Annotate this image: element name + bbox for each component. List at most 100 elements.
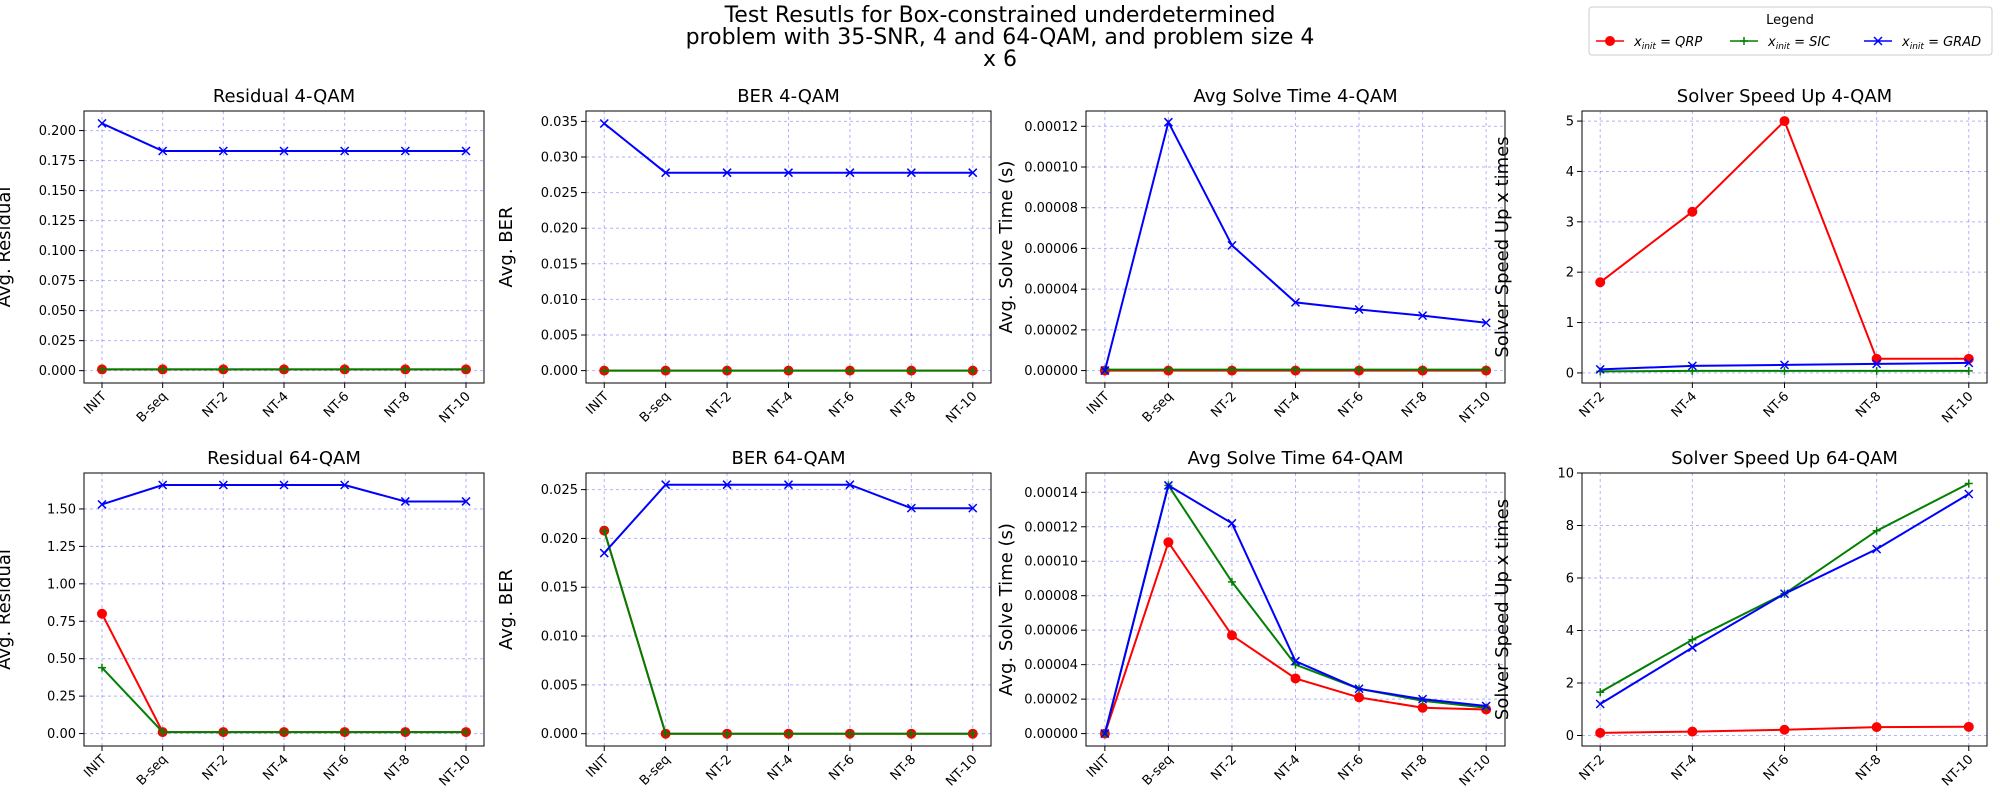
y-tick-label: 0.000 bbox=[541, 364, 578, 379]
data-point bbox=[1964, 366, 1973, 375]
y-tick-label: 10 bbox=[1557, 467, 1574, 482]
data-point bbox=[1354, 304, 1364, 315]
data-point bbox=[722, 480, 732, 490]
y-tick-label: 0.50 bbox=[47, 652, 76, 667]
data-point bbox=[158, 365, 167, 374]
series-grad bbox=[97, 118, 471, 156]
series-grad bbox=[599, 480, 978, 558]
data-point bbox=[98, 663, 106, 672]
data-point bbox=[968, 503, 978, 513]
y-tick-label: 2 bbox=[1566, 677, 1574, 692]
data-point bbox=[661, 366, 670, 375]
series-grad bbox=[1595, 489, 1974, 709]
data-point bbox=[98, 365, 106, 374]
y-tick-label: 0.75 bbox=[47, 615, 76, 630]
x-tick-label: NT-2 bbox=[703, 389, 734, 420]
y-tick-label: 6 bbox=[1566, 572, 1574, 587]
data-point bbox=[1872, 366, 1881, 375]
figure-title-line-2: problem with 35-SNR, 4 and 64-QAM, and p… bbox=[686, 25, 1315, 50]
data-point bbox=[1779, 116, 1790, 127]
data-point bbox=[340, 146, 350, 156]
y-tick-label: 0.25 bbox=[47, 690, 76, 705]
data-point bbox=[1780, 366, 1789, 375]
data-point bbox=[461, 146, 471, 156]
x-tick-label: INIT bbox=[81, 389, 110, 418]
series-sic bbox=[1596, 366, 1973, 376]
y-tick-label: 0.035 bbox=[541, 115, 578, 130]
x-tick-label: NT-2 bbox=[200, 752, 231, 783]
data-point bbox=[1481, 318, 1491, 328]
data-point bbox=[158, 146, 168, 156]
data-point bbox=[1688, 635, 1697, 644]
y-axis-label: Avg. Residual bbox=[0, 187, 15, 308]
x-tick-label: NT-6 bbox=[1335, 389, 1366, 420]
series-sic bbox=[1100, 365, 1491, 374]
data-point bbox=[1418, 694, 1428, 704]
data-point bbox=[219, 365, 228, 374]
data-point bbox=[600, 366, 609, 375]
series-grad bbox=[1100, 117, 1491, 376]
data-point bbox=[280, 728, 288, 737]
data-point bbox=[1871, 722, 1882, 733]
legend: Legend xinit = QRP xinit = SIC xinit = GRA… bbox=[1588, 6, 1993, 56]
data-point bbox=[1227, 577, 1236, 586]
y-tick-label: 0.050 bbox=[39, 304, 76, 319]
x-tick-label: NT-10 bbox=[1939, 389, 1976, 426]
panel-residual-4qam: 0.000 0.025 0.050 0.075 0.100 0.125 0.150 0.175… bbox=[0, 86, 485, 426]
panel-title: Solver Speed Up 4-QAM bbox=[1677, 86, 1892, 107]
x-tick-label: INIT bbox=[584, 752, 613, 781]
plot-frame bbox=[585, 472, 992, 747]
x-tick-label: NT-4 bbox=[765, 752, 796, 783]
data-point bbox=[1481, 701, 1491, 711]
y-axis-label: Avg. BER bbox=[496, 206, 517, 287]
y-tick-label: 4 bbox=[1566, 624, 1574, 639]
data-point bbox=[1418, 311, 1428, 321]
data-point bbox=[461, 496, 471, 506]
y-tick-label: 0.00006 bbox=[1024, 624, 1078, 639]
x-tick-label: NT-4 bbox=[1272, 389, 1303, 420]
y-tick-label: 0.00 bbox=[47, 727, 76, 742]
data-point bbox=[1290, 656, 1301, 666]
data-point bbox=[661, 168, 671, 178]
legend-label: xinit = QRP bbox=[1633, 35, 1702, 52]
data-point bbox=[1163, 480, 1173, 490]
plot-frame bbox=[83, 472, 485, 747]
x-tick-label: NT-4 bbox=[1669, 389, 1700, 420]
data-point bbox=[907, 366, 916, 375]
x-tick-label: B-seq bbox=[1140, 389, 1177, 426]
x-tick-label: NT-8 bbox=[1399, 389, 1430, 420]
y-tick-label: 0.025 bbox=[39, 334, 76, 349]
series-sic bbox=[98, 365, 470, 374]
data-point bbox=[1354, 684, 1364, 694]
y-tick-label: 0.125 bbox=[39, 214, 76, 229]
y-tick-label: 0.00006 bbox=[1024, 242, 1078, 257]
y-axis-label: Avg. Solve Time (s) bbox=[996, 161, 1017, 334]
data-point bbox=[97, 608, 107, 619]
x-tick-label: INIT bbox=[1084, 389, 1113, 418]
figure-title-line-1: Test Resutls for Box-constrained underde… bbox=[724, 3, 1276, 28]
x-tick-label: NT-6 bbox=[1761, 752, 1792, 783]
data-point bbox=[340, 480, 350, 490]
panel-title: Avg Solve Time 4-QAM bbox=[1193, 86, 1397, 107]
y-tick-label: 0.00010 bbox=[1024, 555, 1078, 570]
x-tick-label: B-seq bbox=[134, 389, 171, 426]
x-tick-label: NT-2 bbox=[200, 389, 231, 420]
data-point bbox=[1688, 366, 1697, 375]
data-point bbox=[340, 728, 349, 737]
panel-residual-64qam: 0.00 0.25 0.50 0.75 1.00 1.25 1.50 INIT B-seq NT-… bbox=[0, 448, 485, 789]
legend-box bbox=[1588, 6, 1993, 56]
data-point bbox=[340, 365, 349, 374]
y-axis-label: Avg. Solve Time (s) bbox=[996, 523, 1017, 696]
data-point bbox=[722, 168, 732, 178]
data-point bbox=[1596, 688, 1605, 697]
series-line bbox=[603, 483, 973, 554]
legend-title: Legend bbox=[1766, 13, 1814, 28]
x-tick-label: NT-2 bbox=[1208, 389, 1239, 420]
x-tick-label: NT-2 bbox=[1208, 752, 1239, 783]
panel-time-4qam: 0.00000 0.00002 0.00004 0.00006 0.00008 0.000… bbox=[996, 86, 1506, 426]
y-tick-label: 3 bbox=[1566, 215, 1574, 230]
y-tick-label: 0.005 bbox=[541, 678, 578, 693]
y-tick-label: 1.50 bbox=[47, 502, 76, 517]
data-point bbox=[1291, 365, 1300, 374]
panel-title: Residual 64-QAM bbox=[207, 448, 361, 469]
